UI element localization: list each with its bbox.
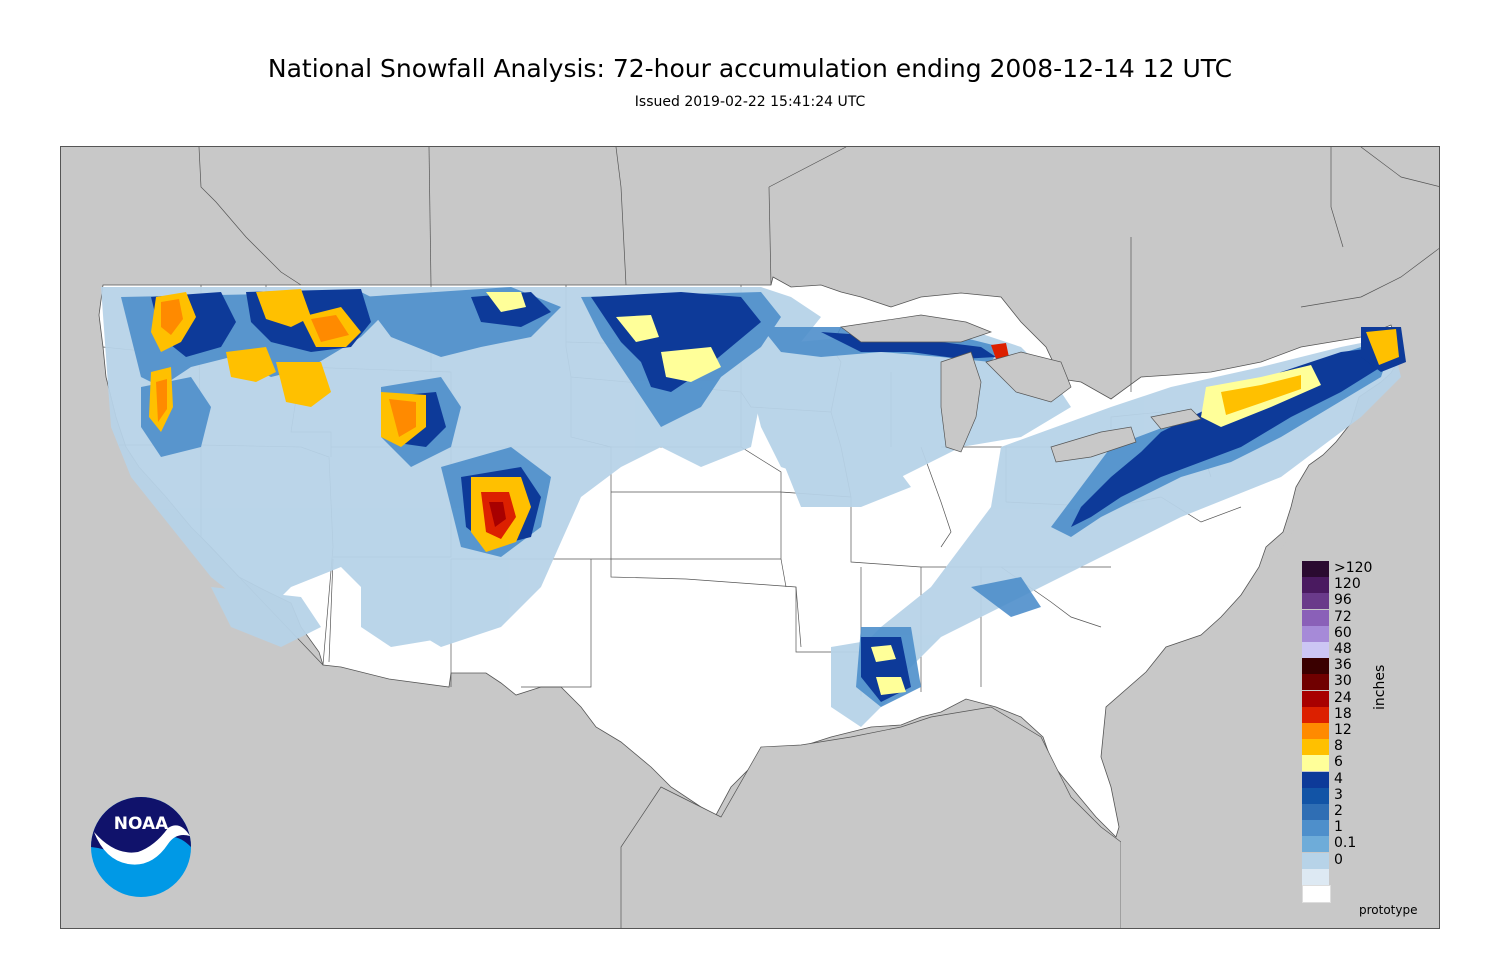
- legend-label: 1: [1334, 819, 1343, 836]
- legend-label: 4: [1334, 770, 1343, 787]
- legend-swatch: [1302, 577, 1329, 594]
- legend-label: 3: [1334, 786, 1343, 803]
- noaa-logo-icon: NOAA: [90, 796, 192, 902]
- gulf-of-mexico: [620, 706, 1122, 928]
- legend-swatch: [1302, 755, 1329, 772]
- legend-swatch: [1302, 642, 1329, 658]
- legend-swatch: [1302, 852, 1329, 869]
- issued-timestamp: Issued 2019-02-22 15:41:24 UTC: [634, 94, 866, 110]
- legend-label: 72: [1334, 608, 1352, 625]
- legend-label: 18: [1334, 705, 1352, 722]
- legend-swatch: [1302, 804, 1329, 820]
- legend-swatch: [1302, 658, 1329, 675]
- legend-label: 0: [1334, 851, 1343, 868]
- legend-label: 120: [1334, 576, 1361, 593]
- legend: >120 120 96 72 60 48 36 30 24 18 12 8 6 4 3 2 1 0.1 0: [1302, 560, 1422, 903]
- legend-swatch: [1302, 690, 1329, 707]
- legend-swatch: [1302, 739, 1329, 756]
- noaa-logo-text: NOAA: [114, 814, 169, 834]
- legend-label: 8: [1334, 738, 1343, 755]
- legend-label: 2: [1334, 803, 1343, 819]
- map-title: National Snowfall Analysis: 72-hour accu…: [267, 54, 1233, 83]
- map-canvas: [98, 147, 1439, 928]
- legend-label: 6: [1334, 754, 1343, 771]
- legend-swatch: [1302, 674, 1329, 691]
- legend-label: 96: [1334, 592, 1352, 609]
- legend-swatch: [1302, 593, 1329, 610]
- legend-swatch: [1302, 820, 1329, 837]
- legend-swatch: [1302, 723, 1329, 739]
- legend-swatch: [1302, 868, 1329, 885]
- legend-swatch: [1302, 787, 1329, 804]
- legend-label: 30: [1334, 673, 1352, 690]
- legend-swatch: [1302, 609, 1329, 626]
- atlantic-ocean: [1109, 377, 1439, 928]
- legend-swatch: [1302, 625, 1329, 642]
- snow-heavy: [149, 289, 1399, 695]
- legend-label: 60: [1334, 624, 1352, 641]
- legend-units: inches: [1372, 664, 1388, 710]
- legend-label: 24: [1334, 689, 1352, 706]
- prototype-note: prototype: [1359, 903, 1418, 917]
- legend-label: 12: [1334, 722, 1352, 738]
- legend-swatch: [1302, 771, 1329, 788]
- legend-swatch: [1302, 706, 1329, 723]
- legend-label: 36: [1334, 657, 1352, 674]
- legend-swatch: [1302, 885, 1331, 903]
- snowfall-map: [60, 146, 1440, 929]
- legend-swatch: [1302, 836, 1329, 853]
- legend-label: 0.1: [1334, 835, 1357, 852]
- legend-swatch: [1302, 561, 1329, 577]
- legend-label: >120: [1334, 560, 1373, 576]
- great-lakes: [840, 314, 1202, 463]
- legend-label: 48: [1334, 641, 1352, 657]
